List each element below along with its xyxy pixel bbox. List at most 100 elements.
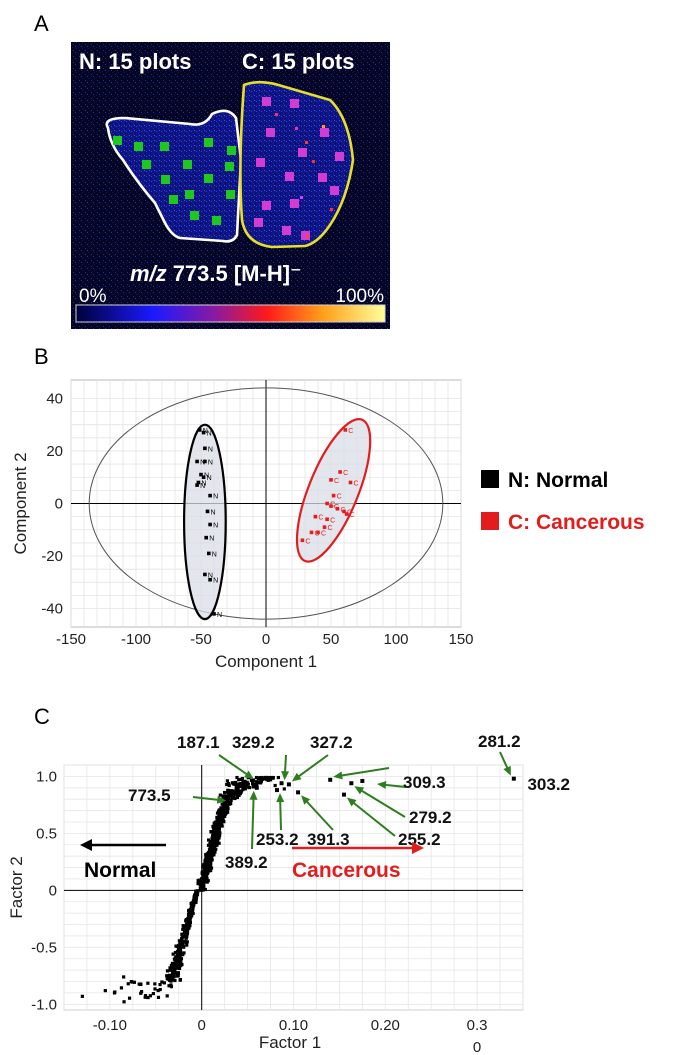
- loading-point: [227, 781, 231, 786]
- loading-point: [222, 790, 227, 795]
- peak-arrow-head: [249, 790, 258, 800]
- cancer-plot-square: [318, 173, 327, 182]
- peak-arrow-head: [244, 770, 254, 780]
- peak-arrow: [383, 783, 407, 788]
- loading-point: [229, 789, 233, 793]
- loading-point: [236, 787, 240, 791]
- cancer-plot-square: [282, 226, 291, 235]
- cancer-sample-point: [344, 512, 349, 516]
- loading-point: [269, 775, 274, 780]
- loading-point: [182, 927, 186, 931]
- cancer-plot-square: [262, 97, 271, 106]
- loading-point: [165, 994, 169, 998]
- peak-label: 187.1: [177, 733, 220, 752]
- loading-point: [224, 797, 228, 801]
- loading-point: [191, 899, 196, 903]
- loading-point: [139, 982, 143, 987]
- pls-da-score-plot: NNNNNNNNNNNNNNNNNCCCCCCCCCCCCCCCC-150-10…: [11, 379, 474, 671]
- loading-point: [260, 775, 264, 780]
- loading-point: [176, 963, 180, 967]
- annotated-peak-point: [511, 776, 516, 781]
- loading-point: [251, 785, 255, 789]
- normal-sample-point: [201, 475, 206, 480]
- loading-point: [209, 830, 213, 834]
- normal-plot-count: N: 15 plots: [79, 49, 191, 74]
- normal-plot-square: [183, 160, 192, 169]
- loading-point: [190, 910, 194, 914]
- x-tick-label: 0.10: [279, 1017, 308, 1034]
- loading-point: [193, 893, 197, 897]
- loading-point: [218, 793, 222, 797]
- x-tick-label: 0.3: [467, 1017, 488, 1034]
- intensity-hotspot: [312, 160, 315, 163]
- normal-sample-point: [195, 483, 199, 487]
- loading-point: [210, 858, 214, 862]
- loading-point: [192, 903, 196, 907]
- loading-point: [206, 879, 210, 883]
- loading-point: [203, 878, 207, 883]
- loading-point: [176, 971, 181, 975]
- normal-sample-point: [203, 572, 207, 577]
- loading-point: [178, 947, 182, 951]
- sample-point-label: N: [213, 523, 218, 530]
- peak-label: 281.2: [478, 732, 521, 751]
- loading-point: [226, 788, 230, 792]
- loading-point: [186, 912, 191, 917]
- peak-arrow-head: [333, 771, 343, 780]
- loading-point: [282, 787, 286, 791]
- annotated-peak-point: [286, 782, 291, 787]
- loading-point: [174, 944, 178, 948]
- loading-point: [206, 851, 210, 855]
- normal-plot-square: [204, 174, 213, 183]
- loading-point: [245, 785, 249, 789]
- loading-point: [181, 939, 185, 943]
- loading-point: [243, 779, 247, 783]
- loading-point: [247, 785, 252, 790]
- legend-cancerous-label: C: Cancerous: [508, 511, 645, 534]
- loading-point: [165, 969, 170, 973]
- loading-point: [215, 815, 219, 819]
- sample-point-label: N: [208, 572, 213, 579]
- normal-plot-square: [190, 211, 199, 220]
- loading-point: [231, 789, 235, 793]
- loading-point: [204, 855, 208, 859]
- normal-plot-squares: [113, 136, 236, 225]
- loading-point: [241, 780, 245, 784]
- loading-point: [260, 777, 265, 781]
- normal-cluster-ellipse: [182, 423, 227, 621]
- loading-point: [112, 991, 117, 995]
- sample-point-label: N: [204, 473, 209, 480]
- mz-value: 773.5 [M-H]⁻: [173, 261, 302, 286]
- y-tick-label: 0: [55, 496, 63, 513]
- loading-point: [156, 988, 160, 993]
- cancer-sample-point: [316, 530, 320, 535]
- loading-point: [196, 889, 200, 893]
- loading-point: [205, 871, 209, 876]
- normal-plot-square: [212, 216, 221, 225]
- cancer-plot-square: [290, 99, 299, 108]
- x-tick-label: 0: [198, 1017, 206, 1034]
- cancer-plot-square: [301, 231, 310, 240]
- x-tick-label: 0: [262, 631, 270, 648]
- loading-point: [184, 931, 188, 935]
- loading-point: [254, 783, 258, 787]
- loading-point: [139, 991, 143, 995]
- peak-arrow: [339, 767, 390, 777]
- y-tick-label: 40: [46, 390, 63, 407]
- loading-point: [137, 982, 141, 986]
- loading-point: [122, 1000, 126, 1004]
- sample-point-label: N: [208, 459, 213, 466]
- loading-point: [153, 987, 157, 991]
- loading-point: [254, 775, 259, 780]
- loading-point: [230, 781, 235, 785]
- panel-c: C 281.2 303.2 279.2 255.2 309.3 391.3 327.2 329…: [7, 704, 570, 1055]
- normal-plot-square: [225, 162, 234, 171]
- loading-point: [200, 883, 204, 887]
- loading-point: [139, 990, 144, 994]
- loading-point: [225, 779, 230, 783]
- loading-point: [192, 895, 196, 899]
- normal-plot-square: [161, 175, 170, 184]
- peak-arrow: [305, 799, 334, 831]
- intensity-hotspots: [275, 113, 333, 238]
